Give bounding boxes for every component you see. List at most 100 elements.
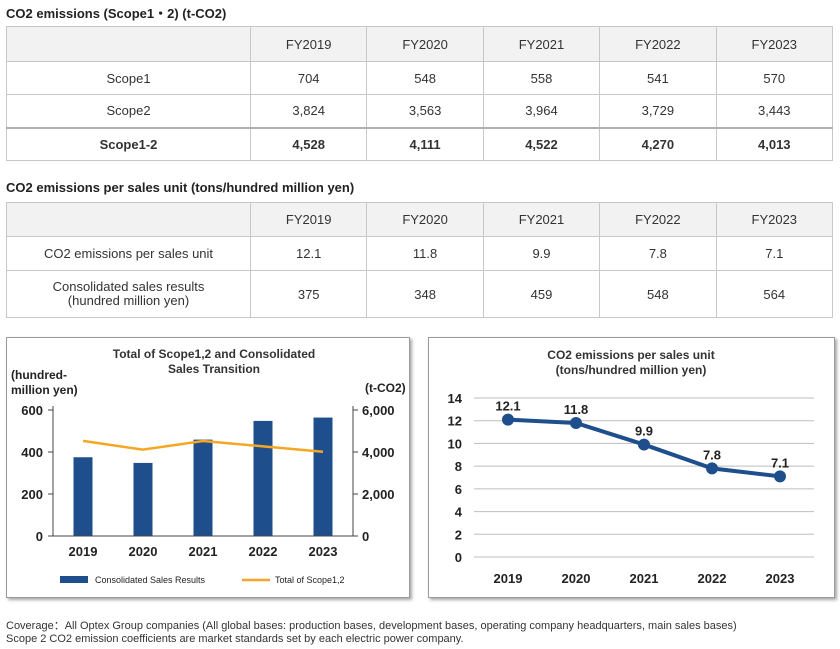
row-label: Scope1-2 [6, 126, 251, 161]
row-label: Scope1 [6, 61, 251, 95]
y-tick-label-right: 6,000 [362, 403, 395, 418]
y-tick-label-left: 200 [21, 487, 43, 502]
co2-emissions-table: FY2019 FY2020 FY2021 FY2022 FY2023 Scope… [6, 26, 834, 161]
y-tick-label-right: 0 [362, 529, 369, 544]
data-label: 7.1 [771, 455, 789, 470]
header-year-cell: FY2022 [599, 26, 717, 62]
data-point [774, 470, 786, 483]
table-cell: 4,522 [482, 126, 601, 161]
data-point [638, 438, 650, 451]
x-tick-label: 2019 [69, 544, 98, 559]
x-tick-label: 2020 [562, 571, 591, 586]
table-cell: 4,013 [715, 126, 834, 161]
data-label: 12.1 [495, 399, 520, 414]
table-cell: 558 [482, 61, 601, 95]
table-cell: 459 [482, 270, 601, 318]
scope-sales-chart-svg: Total of Scope1,2 and Consolidated Sales… [11, 347, 406, 585]
table-cell: 548 [599, 270, 717, 318]
co2-per-sales-chart-svg: CO2 emissions per sales unit (tons/hundr… [448, 348, 814, 586]
x-tick-label: 2021 [630, 571, 659, 586]
header-blank-cell [6, 26, 251, 62]
header-year-cell: FY2021 [482, 202, 601, 237]
bar [133, 462, 153, 536]
row-label-line: Consolidated sales results [52, 279, 205, 294]
header-blank-cell [6, 202, 251, 237]
x-tick-label: 2022 [249, 544, 278, 559]
table-cell: 3,443 [715, 94, 834, 128]
bar [313, 417, 333, 536]
table-cell: 12.1 [249, 236, 368, 271]
y-tick-label: 2 [455, 527, 462, 542]
y-tick-label-right: 2,000 [362, 487, 395, 502]
table-cell: 348 [366, 270, 484, 318]
legend-swatch-bar [60, 576, 88, 583]
chart-title: Sales Transition [168, 362, 260, 376]
table-row: CO2 emissions per sales unit 12.1 11.8 9… [6, 236, 834, 271]
data-point [706, 462, 718, 475]
y-tick-label-left: 400 [21, 445, 43, 460]
scope-sales-chart: Total of Scope1,2 and Consolidated Sales… [6, 337, 410, 598]
y-tick-label: 6 [455, 482, 462, 497]
table-cell: 3,964 [482, 94, 601, 128]
y-tick-label: 12 [448, 414, 462, 429]
table-header-row: FY2019 FY2020 FY2021 FY2022 FY2023 [6, 202, 834, 237]
table-row: Scope1 704 548 558 541 570 [6, 61, 834, 95]
data-point [502, 413, 514, 426]
legend-label: Consolidated Sales Results [95, 575, 206, 585]
row-label: CO2 emissions per sales unit [6, 236, 251, 271]
chart-title: CO2 emissions per sales unit [547, 348, 714, 362]
bar [253, 420, 273, 536]
y-tick-label-right: 4,000 [362, 445, 395, 460]
x-tick-label: 2023 [309, 544, 338, 559]
row-label-line: (hundred million yen) [67, 293, 190, 308]
y-tick-label: 0 [455, 550, 462, 565]
data-label: 11.8 [564, 402, 589, 417]
table-cell: 704 [249, 61, 368, 95]
table-cell: 375 [249, 270, 368, 318]
table-row: Consolidated sales results (hundred mill… [6, 270, 834, 318]
table-cell: 3,729 [599, 94, 717, 128]
bar [193, 439, 213, 536]
header-year-cell: FY2022 [599, 202, 717, 237]
table-header-row: FY2019 FY2020 FY2021 FY2022 FY2023 [6, 26, 834, 62]
table-total-row: Scope1-2 4,528 4,111 4,522 4,270 4,013 [6, 126, 834, 161]
table-cell: 11.8 [366, 236, 484, 271]
x-tick-label: 2021 [189, 544, 218, 559]
y-tick-label: 14 [448, 391, 463, 406]
chart-title: (tons/hundred million yen) [556, 363, 707, 377]
header-year-cell: FY2019 [249, 26, 368, 62]
data-label: 7.8 [703, 447, 721, 462]
footnote-coverage: Coverage：All Optex Group companies (All … [6, 620, 737, 632]
x-tick-label: 2020 [129, 544, 158, 559]
emissions-per-sales-table: FY2019 FY2020 FY2021 FY2022 FY2023 CO2 e… [6, 202, 834, 318]
table2-title: CO2 emissions per sales unit (tons/hundr… [6, 180, 355, 195]
co2-per-sales-chart: CO2 emissions per sales unit (tons/hundr… [428, 337, 835, 598]
y-tick-label-left: 0 [36, 529, 43, 544]
footnote-coefficients: Scope 2 CO2 emission coefficients are ma… [6, 633, 464, 645]
y-tick-label: 4 [455, 505, 463, 520]
y-tick-label-left: 600 [21, 403, 43, 418]
table-cell: 7.1 [715, 236, 834, 271]
header-year-cell: FY2021 [482, 26, 601, 62]
table-cell: 9.9 [482, 236, 601, 271]
y-axis-right-label: (t-CO2) [365, 381, 406, 395]
legend-label: Total of Scope1,2 [275, 575, 345, 585]
table-cell: 4,270 [599, 126, 717, 161]
bar [73, 457, 93, 536]
row-label: Consolidated sales results (hundred mill… [6, 270, 251, 318]
table-cell: 4,111 [366, 126, 484, 161]
header-year-cell: FY2023 [715, 202, 834, 237]
x-tick-label: 2019 [494, 571, 523, 586]
table-cell: 548 [366, 61, 484, 95]
data-point [570, 416, 582, 429]
x-tick-label: 2023 [766, 571, 795, 586]
data-label: 9.9 [635, 424, 653, 439]
y-axis-left-label: million yen) [11, 383, 78, 397]
header-year-cell: FY2020 [366, 202, 484, 237]
table-cell: 570 [715, 61, 834, 95]
table-cell: 3,824 [249, 94, 368, 128]
table-cell: 7.8 [599, 236, 717, 271]
y-tick-label: 10 [448, 436, 462, 451]
table-cell: 4,528 [249, 126, 368, 161]
table1-title: CO2 emissions (Scope1・2) (t-CO2) [6, 6, 227, 21]
